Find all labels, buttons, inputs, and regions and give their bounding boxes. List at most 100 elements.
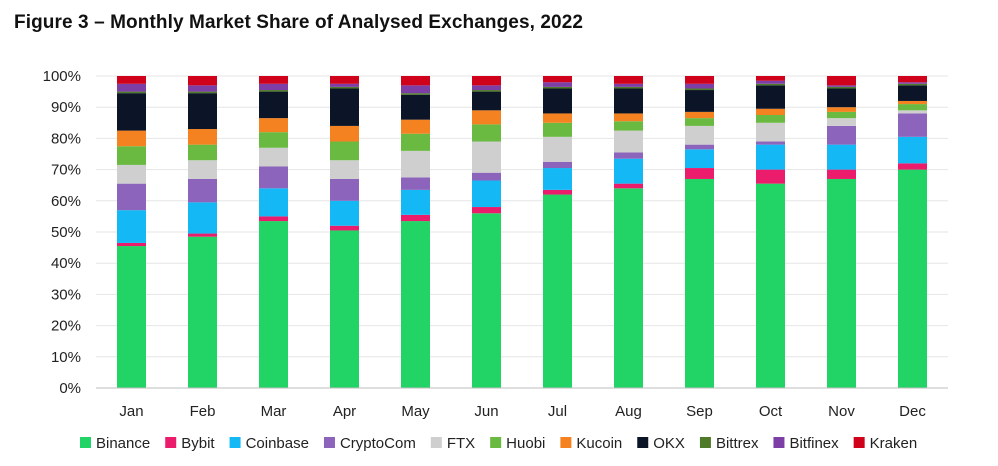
- bar-segment-kraken-feb: [188, 76, 217, 86]
- bar-segment-kucoin-jan: [117, 130, 146, 147]
- legend-label: Binance: [96, 435, 150, 452]
- bar-segment-ftx-aug: [614, 130, 643, 153]
- bar-segment-kraken-oct: [756, 76, 785, 81]
- bar-segment-bybit-dec: [898, 163, 927, 170]
- bar-segment-bybit-may: [401, 214, 430, 222]
- bar-segment-bittrex-nov: [827, 86, 856, 89]
- legend-swatch: [229, 437, 241, 448]
- bar-segment-bitfinex-sep: [685, 83, 714, 89]
- bar-segment-kucoin-oct: [756, 108, 785, 115]
- bar-segment-binance-nov: [827, 178, 856, 388]
- bar-segment-kraken-nov: [827, 76, 856, 86]
- bar-segment-binance-dec: [898, 169, 927, 388]
- legend-item-binance: Binance: [80, 435, 150, 452]
- bar-segment-binance-oct: [756, 183, 785, 388]
- x-tick-label: Nov: [828, 403, 855, 420]
- bar-segment-cryptocom-sep: [685, 144, 714, 150]
- bar-segment-binance-feb: [188, 236, 217, 388]
- legend-item-bitfinex: Bitfinex: [773, 435, 839, 452]
- legend-label: Bitfinex: [789, 435, 839, 452]
- bar-segment-coinbase-may: [401, 189, 430, 215]
- bar-segment-binance-may: [401, 221, 430, 388]
- y-tick-label: 0%: [59, 380, 81, 397]
- bar-segment-coinbase-feb: [188, 202, 217, 234]
- bar-segment-coinbase-aug: [614, 158, 643, 184]
- figure-title: Figure 3 – Monthly Market Share of Analy…: [14, 12, 584, 33]
- legend-label: Bittrex: [716, 435, 759, 452]
- bar-segment-cryptocom-apr: [330, 178, 359, 201]
- bar-segment-huobi-nov: [827, 111, 856, 119]
- bar-segment-kraken-may: [401, 76, 430, 86]
- bar-segment-huobi-dec: [898, 104, 927, 111]
- bar-segment-bitfinex-jan: [117, 83, 146, 92]
- bar-segment-cryptocom-may: [401, 177, 430, 190]
- bar-segment-huobi-jan: [117, 146, 146, 165]
- legend-item-kucoin: Kucoin: [560, 435, 622, 452]
- y-tick-label: 50%: [51, 224, 81, 241]
- bar-segment-bitfinex-jun: [472, 85, 501, 91]
- bar-segment-huobi-feb: [188, 144, 217, 161]
- bar-segment-binance-mar: [259, 221, 288, 388]
- bar-stack-nov: [827, 76, 856, 388]
- bar-segment-cryptocom-feb: [188, 178, 217, 203]
- y-tick-label: 70%: [51, 162, 81, 179]
- bar-segment-bybit-oct: [756, 169, 785, 184]
- bar-segment-coinbase-oct: [756, 144, 785, 170]
- bar-segment-bittrex-may: [401, 93, 430, 95]
- bar-segment-kucoin-dec: [898, 100, 927, 105]
- bar-segment-kucoin-feb: [188, 129, 217, 145]
- legend-swatch: [490, 437, 502, 448]
- x-tick-label: Aug: [615, 403, 642, 420]
- bar-segment-cryptocom-aug: [614, 152, 643, 159]
- bar-segment-kraken-jul: [543, 76, 572, 83]
- legend-swatch: [323, 437, 335, 448]
- bar-segment-bittrex-jan: [117, 91, 146, 94]
- bar-segment-huobi-jun: [472, 124, 501, 142]
- bar-segment-binance-apr: [330, 230, 359, 388]
- y-tick-label: 40%: [51, 255, 81, 272]
- bar-segment-cryptocom-jul: [543, 161, 572, 169]
- bar-segment-bitfinex-apr: [330, 83, 359, 87]
- bar-segment-coinbase-jun: [472, 180, 501, 208]
- x-tick-label: Oct: [759, 403, 783, 420]
- bar-segment-ftx-dec: [898, 110, 927, 114]
- bar-stack-jan: [117, 76, 146, 388]
- bar-segment-okx-jan: [117, 93, 146, 131]
- bar-segment-okx-may: [401, 94, 430, 120]
- gridlines: [96, 75, 948, 358]
- bar-segment-bybit-apr: [330, 225, 359, 231]
- bar-segment-cryptocom-dec: [898, 113, 927, 137]
- bar-segment-huobi-aug: [614, 121, 643, 131]
- x-tick-label: Mar: [261, 403, 287, 420]
- bar-segment-okx-jun: [472, 91, 501, 111]
- bar-stack-jun: [472, 76, 501, 388]
- x-tick-label: Apr: [333, 403, 356, 420]
- bar-segment-bitfinex-may: [401, 85, 430, 94]
- bar-segment-coinbase-dec: [898, 136, 927, 164]
- bar-segment-coinbase-mar: [259, 188, 288, 217]
- bar-stack-mar: [259, 76, 288, 388]
- bar-segment-bybit-jul: [543, 189, 572, 195]
- bar-segment-okx-nov: [827, 88, 856, 108]
- y-tick-label: 100%: [43, 68, 81, 85]
- bar-stack-may: [401, 76, 430, 388]
- bar-segment-binance-jan: [117, 246, 146, 388]
- legend-label: CryptoCom: [340, 435, 416, 452]
- legend-label: FTX: [447, 435, 475, 452]
- y-tick-label: 10%: [51, 349, 81, 366]
- x-tick-label: Feb: [190, 403, 216, 420]
- bar-segment-bitfinex-dec: [898, 82, 927, 84]
- legend-swatch: [80, 437, 91, 448]
- bar-segment-ftx-oct: [756, 122, 785, 142]
- bar-segment-bitfinex-nov: [827, 85, 856, 87]
- bar-segment-kraken-dec: [898, 76, 927, 83]
- bar-stack-feb: [188, 76, 217, 388]
- legend-item-huobi: Huobi: [490, 435, 545, 452]
- bar-segment-kraken-jun: [472, 76, 501, 86]
- bar-stack-sep: [685, 76, 714, 388]
- bar-segment-bittrex-sep: [685, 88, 714, 91]
- bar-segment-bybit-mar: [259, 216, 288, 222]
- bar-segment-bybit-feb: [188, 233, 217, 237]
- bar-segment-bitfinex-mar: [259, 83, 288, 91]
